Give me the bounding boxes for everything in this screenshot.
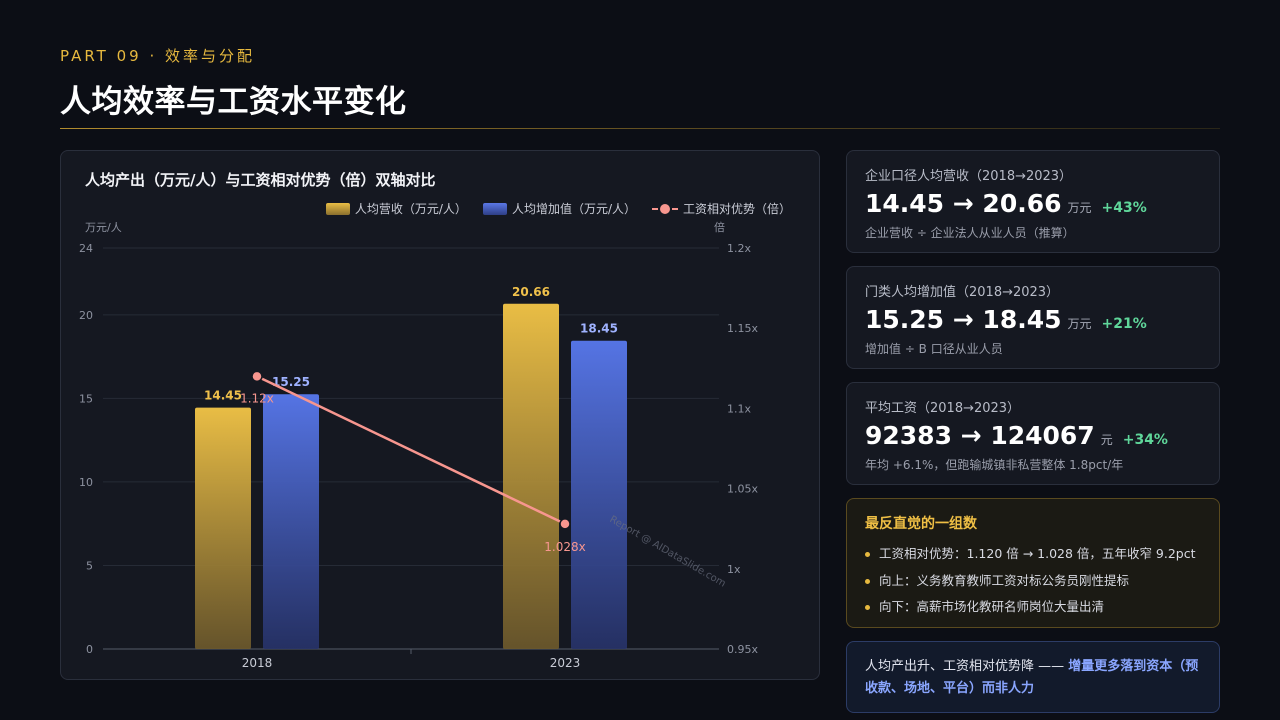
left-axis-tick-label: 10 — [79, 476, 93, 489]
bar-value-added — [263, 394, 319, 649]
title-divider — [60, 128, 1220, 129]
chart-legend: 人均营收（万元/人） 人均增加值（万元/人） 工资相对优势（倍） — [325, 200, 791, 217]
wage-advantage-point — [251, 370, 263, 383]
right-axis-unit: 倍 — [714, 220, 725, 234]
right-axis-tick-label: 1.15x — [727, 322, 758, 335]
stat-unit: 元 — [1100, 433, 1113, 447]
bar-value-added — [571, 340, 627, 649]
legend-swatch-value-added — [482, 202, 507, 215]
stat-label: 平均工资（2018→2023） — [865, 401, 1021, 416]
legend-label-revenue: 人均营收（万元/人） — [354, 202, 467, 216]
legend-label-wage-advantage: 工资相对优势（倍） — [682, 202, 791, 216]
legend-item-revenue[interactable]: 人均营收（万元/人） — [325, 200, 467, 217]
chart-title: 人均产出（万元/人）与工资相对优势（倍）双轴对比 — [85, 171, 436, 189]
stat-value: 14.45 → 20.66 — [865, 189, 1062, 218]
x-axis-tick-label: 2023 — [550, 656, 581, 670]
legend-item-value-added[interactable]: 人均增加值（万元/人） — [482, 200, 636, 217]
stat-note: 增加值 ÷ B 口径从业人员 — [865, 342, 1003, 356]
x-axis-tick-label: 2018 — [242, 656, 273, 670]
conclusion-card: 人均产出升、工资相对优势降 —— 增量更多落到资本（预收款、场地、平台）而非人力 — [846, 641, 1220, 713]
bar-revenue — [503, 303, 559, 649]
stat-value: 92383 → 124067 — [865, 421, 1095, 450]
left-axis-unit: 万元/人 — [85, 221, 122, 234]
section-kicker: PART 09 · 效率与分配 — [60, 47, 256, 65]
page-title: 人均效率与工资水平变化 — [60, 84, 407, 120]
left-axis-tick-label: 20 — [79, 309, 93, 322]
stat-label: 企业口径人均营收（2018→2023） — [865, 169, 1073, 184]
conclusion-lead: 人均产出升、工资相对优势降 —— — [865, 659, 1069, 674]
left-axis-tick-label: 24 — [79, 242, 93, 255]
wage-advantage-line — [256, 375, 566, 526]
insight-list: 工资相对优势：1.120 倍 → 1.028 倍，五年收窄 9.2pct 向上：… — [865, 541, 1201, 621]
insight-card: 最反直觉的一组数 工资相对优势：1.120 倍 → 1.028 倍，五年收窄 9… — [846, 498, 1220, 628]
right-axis-tick-label: 1.1x — [727, 402, 751, 415]
conclusion-emphasis: 增量更多落到资本（预收款、场地、平台）而非人力 — [865, 659, 1199, 696]
stat-change-badge: +43% — [1101, 200, 1147, 216]
left-axis-tick-label: 5 — [86, 559, 93, 572]
line-data-label: 1.028x — [544, 540, 585, 554]
bar-data-label: 14.45 — [204, 389, 242, 403]
right-axis-tick-label: 1.2x — [727, 242, 751, 255]
insight-title: 最反直觉的一组数 — [865, 516, 977, 532]
right-axis-tick-label: 1x — [727, 563, 741, 576]
stat-card-wage: 平均工资（2018→2023） 92383 → 124067 元 +34% 年均… — [846, 382, 1220, 485]
bar-data-label: 18.45 — [580, 322, 618, 336]
stat-card-value-added: 门类人均增加值（2018→2023） 15.25 → 18.45 万元 +21%… — [846, 266, 1220, 369]
bar-data-label: 20.66 — [512, 285, 550, 299]
chart-panel: 人均产出（万元/人）与工资相对优势（倍）双轴对比 人均营收（万元/人） 人均增加… — [60, 150, 820, 680]
wage-advantage-point — [559, 518, 571, 530]
right-axis-tick-label: 1.05x — [727, 483, 758, 496]
insight-item: 工资相对优势：1.120 倍 → 1.028 倍，五年收窄 9.2pct — [865, 541, 1201, 568]
dual-axis-chart: 万元/人 倍 0 5 10 15 20 24 0.95x 1x 1.05x 1.1x 1.15x 1.2x… — [79, 220, 758, 670]
legend-swatch-revenue — [325, 202, 350, 215]
right-axis-tick-label: 0.95x — [727, 643, 758, 656]
stat-unit: 万元 — [1067, 317, 1092, 331]
stat-note: 企业营收 ÷ 企业法人从业人员（推算） — [865, 226, 1075, 240]
insight-item: 向下：高薪市场化教研名师岗位大量出清 — [865, 594, 1201, 621]
legend-swatch-wage-advantage — [651, 203, 678, 215]
stat-label: 门类人均增加值（2018→2023） — [865, 285, 1060, 300]
legend-item-wage-advantage[interactable]: 工资相对优势（倍） — [651, 200, 791, 217]
left-axis-tick-label: 15 — [79, 392, 93, 405]
stat-change-badge: +21% — [1101, 316, 1147, 332]
legend-label-value-added: 人均增加值（万元/人） — [511, 202, 636, 216]
bar-revenue — [195, 407, 251, 649]
stat-change-badge: +34% — [1122, 432, 1168, 448]
stat-card-revenue: 企业口径人均营收（2018→2023） 14.45 → 20.66 万元 +43… — [846, 150, 1220, 253]
insight-item: 向上：义务教育教师工资对标公务员刚性提标 — [865, 568, 1201, 595]
stat-unit: 万元 — [1067, 201, 1092, 215]
bar-data-label: 15.25 — [272, 375, 310, 389]
stat-value: 15.25 → 18.45 — [865, 305, 1062, 334]
left-axis-tick-label: 0 — [86, 643, 93, 656]
line-data-label: 1.12x — [240, 391, 274, 405]
stat-note: 年均 +6.1%，但跑输城镇非私营整体 1.8pct/年 — [865, 458, 1124, 472]
